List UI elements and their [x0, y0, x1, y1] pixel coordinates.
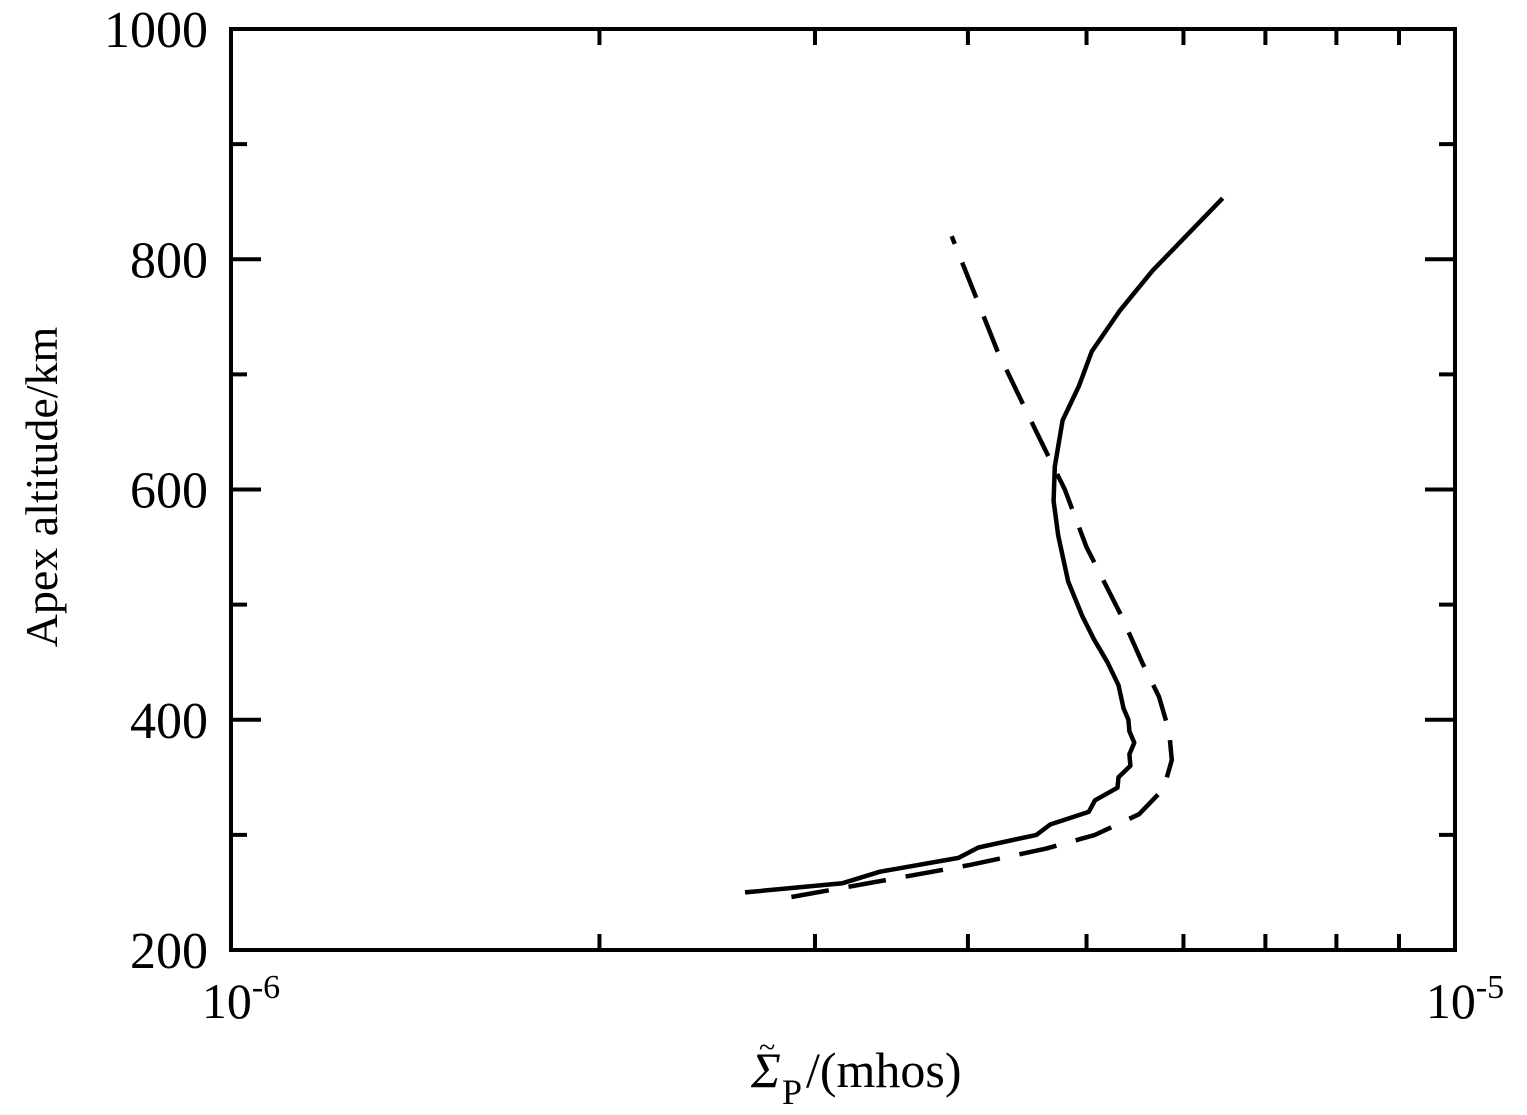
y-tick-label: 200 [130, 923, 208, 980]
x-tick-labels: 10-6 10-5 [202, 969, 1504, 1029]
series-line-dashed [791, 235, 1175, 900]
x-axis-label-tilde: ~ [759, 1031, 775, 1064]
y-tick-label: 800 [130, 232, 208, 289]
y-tick-label: 400 [130, 693, 208, 750]
x-axis-label-subscript: P [782, 1072, 802, 1112]
y-tick-label: 1000 [104, 2, 208, 59]
x-tick-label: 10-6 [202, 969, 280, 1029]
plot-frame [229, 27, 1457, 952]
series-line-solid [744, 196, 1225, 895]
y-tick-label: 600 [130, 463, 208, 520]
axis-ticks [231, 27, 1455, 952]
x-axis-label: Σ ~ P /(mhos) [750, 1031, 962, 1112]
x-tick-label: 10-5 [1426, 969, 1504, 1029]
x-axis-label-symbol: Σ [750, 1042, 781, 1098]
series-lines [744, 196, 1225, 900]
y-tick-labels: 200 400 600 800 1000 [104, 2, 208, 980]
x-axis-label-unit: /(mhos) [806, 1042, 962, 1098]
y-axis-label: Apex altitude/km [16, 326, 67, 647]
